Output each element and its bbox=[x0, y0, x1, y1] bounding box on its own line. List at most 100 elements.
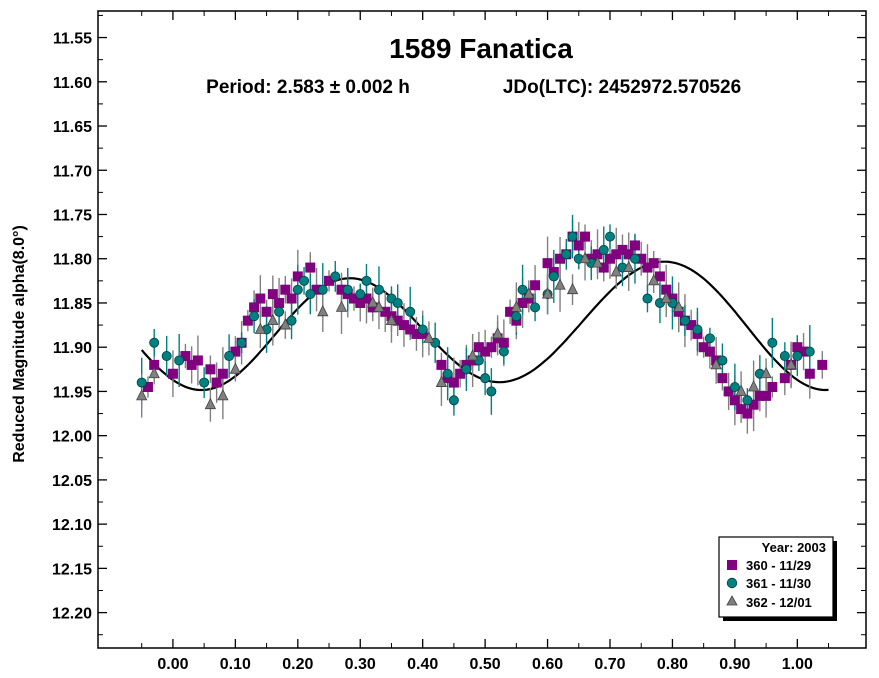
data-point-360 bbox=[480, 346, 491, 357]
data-point-360 bbox=[486, 342, 497, 353]
chart-subtitle-period: Period: 2.583 ± 0.002 h bbox=[206, 77, 410, 98]
data-point-362 bbox=[204, 397, 217, 410]
data-point-361 bbox=[605, 231, 616, 242]
data-point-360 bbox=[492, 333, 503, 344]
data-point-362 bbox=[591, 256, 604, 268]
data-point-360 bbox=[580, 231, 591, 242]
data-point-360 bbox=[217, 368, 228, 379]
data-point-360 bbox=[367, 302, 378, 313]
legend-title: Year: 2003 bbox=[762, 540, 826, 555]
data-point-362 bbox=[566, 282, 579, 295]
y-tick-label: 11.85 bbox=[53, 296, 92, 313]
data-point-360 bbox=[636, 253, 647, 264]
data-point-360 bbox=[305, 262, 316, 273]
data-point-360 bbox=[355, 297, 366, 308]
y-tick-label: 11.65 bbox=[53, 119, 92, 136]
x-tick-label: 0.60 bbox=[532, 656, 563, 673]
data-point-360 bbox=[392, 315, 403, 326]
x-tick-label: 1.00 bbox=[782, 656, 813, 673]
y-tick-label: 11.90 bbox=[53, 340, 92, 357]
data-point-362 bbox=[367, 296, 379, 308]
x-tick-label: 0.90 bbox=[719, 656, 750, 673]
data-point-360 bbox=[779, 373, 790, 384]
data-point-360 bbox=[274, 297, 285, 308]
y-tick-label: 12.05 bbox=[52, 473, 92, 490]
data-point-360 bbox=[349, 293, 359, 304]
data-point-361 bbox=[561, 249, 572, 260]
data-point-361 bbox=[792, 351, 803, 362]
data-point-361 bbox=[249, 311, 260, 322]
data-point-362 bbox=[279, 318, 291, 330]
data-point-360 bbox=[767, 382, 778, 393]
data-point-360 bbox=[142, 382, 153, 393]
data-point-360 bbox=[255, 293, 266, 304]
data-point-361 bbox=[548, 271, 559, 282]
data-point-362 bbox=[335, 300, 348, 312]
data-point-361 bbox=[598, 244, 609, 255]
data-point-360 bbox=[267, 289, 278, 300]
data-point-360 bbox=[698, 342, 709, 353]
data-point-360 bbox=[555, 253, 566, 264]
data-points bbox=[136, 214, 828, 434]
y-tick-label: 12.10 bbox=[52, 517, 92, 534]
data-point-361 bbox=[405, 306, 416, 317]
data-point-362 bbox=[648, 273, 660, 286]
legend-label-360: 360 - 11/29 bbox=[746, 558, 811, 573]
data-point-362 bbox=[747, 380, 760, 392]
data-point-362 bbox=[466, 349, 479, 361]
x-tick-label: 0.70 bbox=[594, 656, 625, 673]
data-point-361 bbox=[286, 315, 297, 326]
data-point-362 bbox=[579, 251, 591, 264]
data-point-360 bbox=[448, 377, 459, 388]
data-point-360 bbox=[180, 351, 191, 362]
data-point-361 bbox=[292, 284, 303, 295]
data-point-361 bbox=[779, 351, 790, 362]
data-point-360 bbox=[598, 262, 609, 273]
x-tick-label: 0.40 bbox=[407, 656, 438, 673]
data-point-360 bbox=[336, 284, 347, 295]
data-point-361 bbox=[679, 315, 690, 326]
data-point-360 bbox=[498, 337, 509, 348]
data-point-360 bbox=[249, 302, 260, 313]
data-point-360 bbox=[742, 408, 753, 419]
y-tick-label: 11.80 bbox=[53, 252, 92, 269]
data-point-360 bbox=[280, 284, 291, 295]
data-point-361 bbox=[498, 346, 509, 357]
data-point-360 bbox=[467, 355, 478, 366]
data-point-362 bbox=[491, 327, 504, 339]
data-point-360 bbox=[804, 368, 815, 379]
y-tick-label: 12.20 bbox=[52, 606, 92, 623]
data-point-361 bbox=[149, 337, 160, 348]
y-tick-label: 11.95 bbox=[53, 384, 92, 401]
data-point-362 bbox=[554, 278, 566, 290]
data-point-360 bbox=[186, 359, 197, 370]
data-point-361 bbox=[442, 368, 453, 379]
data-point-360 bbox=[149, 359, 160, 370]
data-point-362 bbox=[673, 300, 685, 312]
data-point-360 bbox=[205, 364, 216, 375]
y-tick-label: 11.55 bbox=[53, 31, 92, 48]
data-point-360 bbox=[436, 359, 447, 370]
data-point-361 bbox=[330, 271, 341, 282]
data-point-360 bbox=[473, 342, 484, 353]
data-point-360 bbox=[517, 297, 528, 308]
data-point-361 bbox=[274, 306, 285, 317]
data-point-360 bbox=[717, 373, 728, 384]
data-point-360 bbox=[167, 368, 178, 379]
x-tick-label: 0.20 bbox=[282, 656, 313, 673]
data-point-360 bbox=[592, 249, 603, 260]
data-point-360 bbox=[654, 271, 665, 282]
y-tick-label: 11.60 bbox=[53, 75, 92, 92]
data-point-361 bbox=[236, 337, 247, 348]
data-point-361 bbox=[317, 284, 328, 295]
data-point-362 bbox=[435, 375, 448, 387]
data-point-360 bbox=[736, 404, 747, 415]
y-tick-label: 11.70 bbox=[53, 163, 92, 180]
data-point-361 bbox=[629, 253, 640, 264]
data-point-360 bbox=[761, 390, 772, 401]
data-point-361 bbox=[742, 395, 753, 406]
legend-box bbox=[718, 536, 834, 618]
data-point-360 bbox=[792, 342, 803, 353]
data-point-361 bbox=[567, 231, 578, 242]
